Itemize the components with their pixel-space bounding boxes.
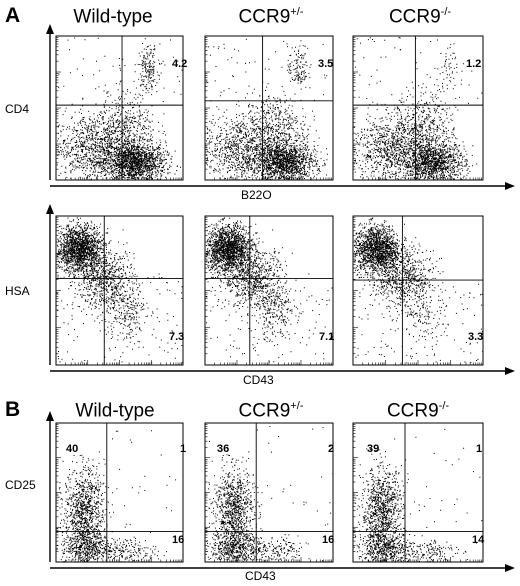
event-dots <box>353 428 483 563</box>
panel-b-plot-3 <box>352 422 484 563</box>
row1-plot2-quadrant-value: 3.5 <box>318 58 334 70</box>
axes-row-2 <box>46 204 515 375</box>
b-plot1-upper-right-value: 1 <box>180 443 187 455</box>
row2-plot-1 <box>55 215 184 366</box>
tick-marks <box>55 217 182 366</box>
y-axis-arrow <box>46 204 54 214</box>
row1-plot-3 <box>352 35 484 181</box>
b-plot1-upper-left-value: 40 <box>66 443 79 455</box>
row2-y-axis-label: HSA <box>5 284 30 298</box>
panel-a-letter: A <box>5 4 21 27</box>
b-plot2-lower-right-value: 16 <box>322 534 335 546</box>
event-dots <box>205 426 334 563</box>
plot-frame <box>352 215 484 366</box>
b-plot2-upper-right-value: 2 <box>328 443 335 455</box>
event-dots <box>205 217 334 363</box>
row1-plot3-quadrant-value: 1.2 <box>466 58 482 70</box>
panel-b-plot-1 <box>55 422 184 563</box>
b-plot1-lower-right-value: 16 <box>172 534 185 546</box>
tick-marks <box>352 217 482 366</box>
b-plot3-upper-right-value: 1 <box>476 443 483 455</box>
row1-plot1-quadrant-value: 4.2 <box>172 58 188 70</box>
panel-b-title-ccr9-het: CCR9+/- <box>238 400 304 422</box>
panel-b-x-axis-label: CD43 <box>245 569 276 583</box>
event-dots <box>353 37 483 181</box>
panel-b-title-wild-type: Wild-type <box>75 400 155 422</box>
row1-y-axis-label: CD4 <box>5 102 30 116</box>
event-dots <box>56 430 177 563</box>
panel-a-title-ccr9-het: CCR9+/- <box>238 6 304 28</box>
panel-b-title-ccr9-ko: CCR9-/- <box>386 400 450 422</box>
tick-marks <box>204 37 332 181</box>
row1-plot-1 <box>55 35 184 181</box>
event-dots <box>56 217 183 364</box>
panel-b-plot-2 <box>204 422 334 563</box>
row1-x-axis-label: B22O <box>241 188 272 202</box>
tick-marks <box>352 37 482 181</box>
b-plot3-upper-left-value: 39 <box>367 443 380 455</box>
plot-frame <box>55 215 184 366</box>
y-axis-arrow <box>46 411 54 421</box>
event-dots <box>353 217 484 364</box>
panel-a-title-wild-type: Wild-type <box>73 6 153 28</box>
event-dots <box>205 38 332 181</box>
row2-plot-2 <box>204 215 334 366</box>
row2-x-axis-label: CD43 <box>243 373 274 387</box>
x-axis-arrow <box>505 564 515 572</box>
b-plot3-lower-right-value: 14 <box>472 534 485 546</box>
tick-marks <box>204 217 332 366</box>
y-axis-arrow <box>46 24 54 34</box>
event-dots <box>56 37 183 181</box>
panel-b-letter: B <box>5 398 21 421</box>
plot-frame <box>204 215 334 366</box>
tick-marks <box>204 424 332 563</box>
panel-b-y-axis-label: CD25 <box>5 478 36 492</box>
axes-row-1 <box>46 24 515 190</box>
axes-row-3 <box>46 411 515 572</box>
row2-plot-3 <box>352 215 484 366</box>
row2-plot2-quadrant-value: 7.1 <box>319 331 335 343</box>
plot-frame <box>204 35 334 181</box>
row1-plot-2 <box>204 35 334 181</box>
x-axis-arrow <box>505 367 515 375</box>
row2-plot1-quadrant-value: 7.3 <box>169 331 185 343</box>
panel-a-title-ccr9-ko: CCR9-/- <box>388 6 452 28</box>
b-plot2-upper-left-value: 36 <box>217 443 230 455</box>
row2-plot3-quadrant-value: 3.3 <box>468 331 484 343</box>
tick-marks <box>55 424 182 563</box>
x-axis-arrow <box>505 182 515 190</box>
tick-marks <box>352 424 482 563</box>
